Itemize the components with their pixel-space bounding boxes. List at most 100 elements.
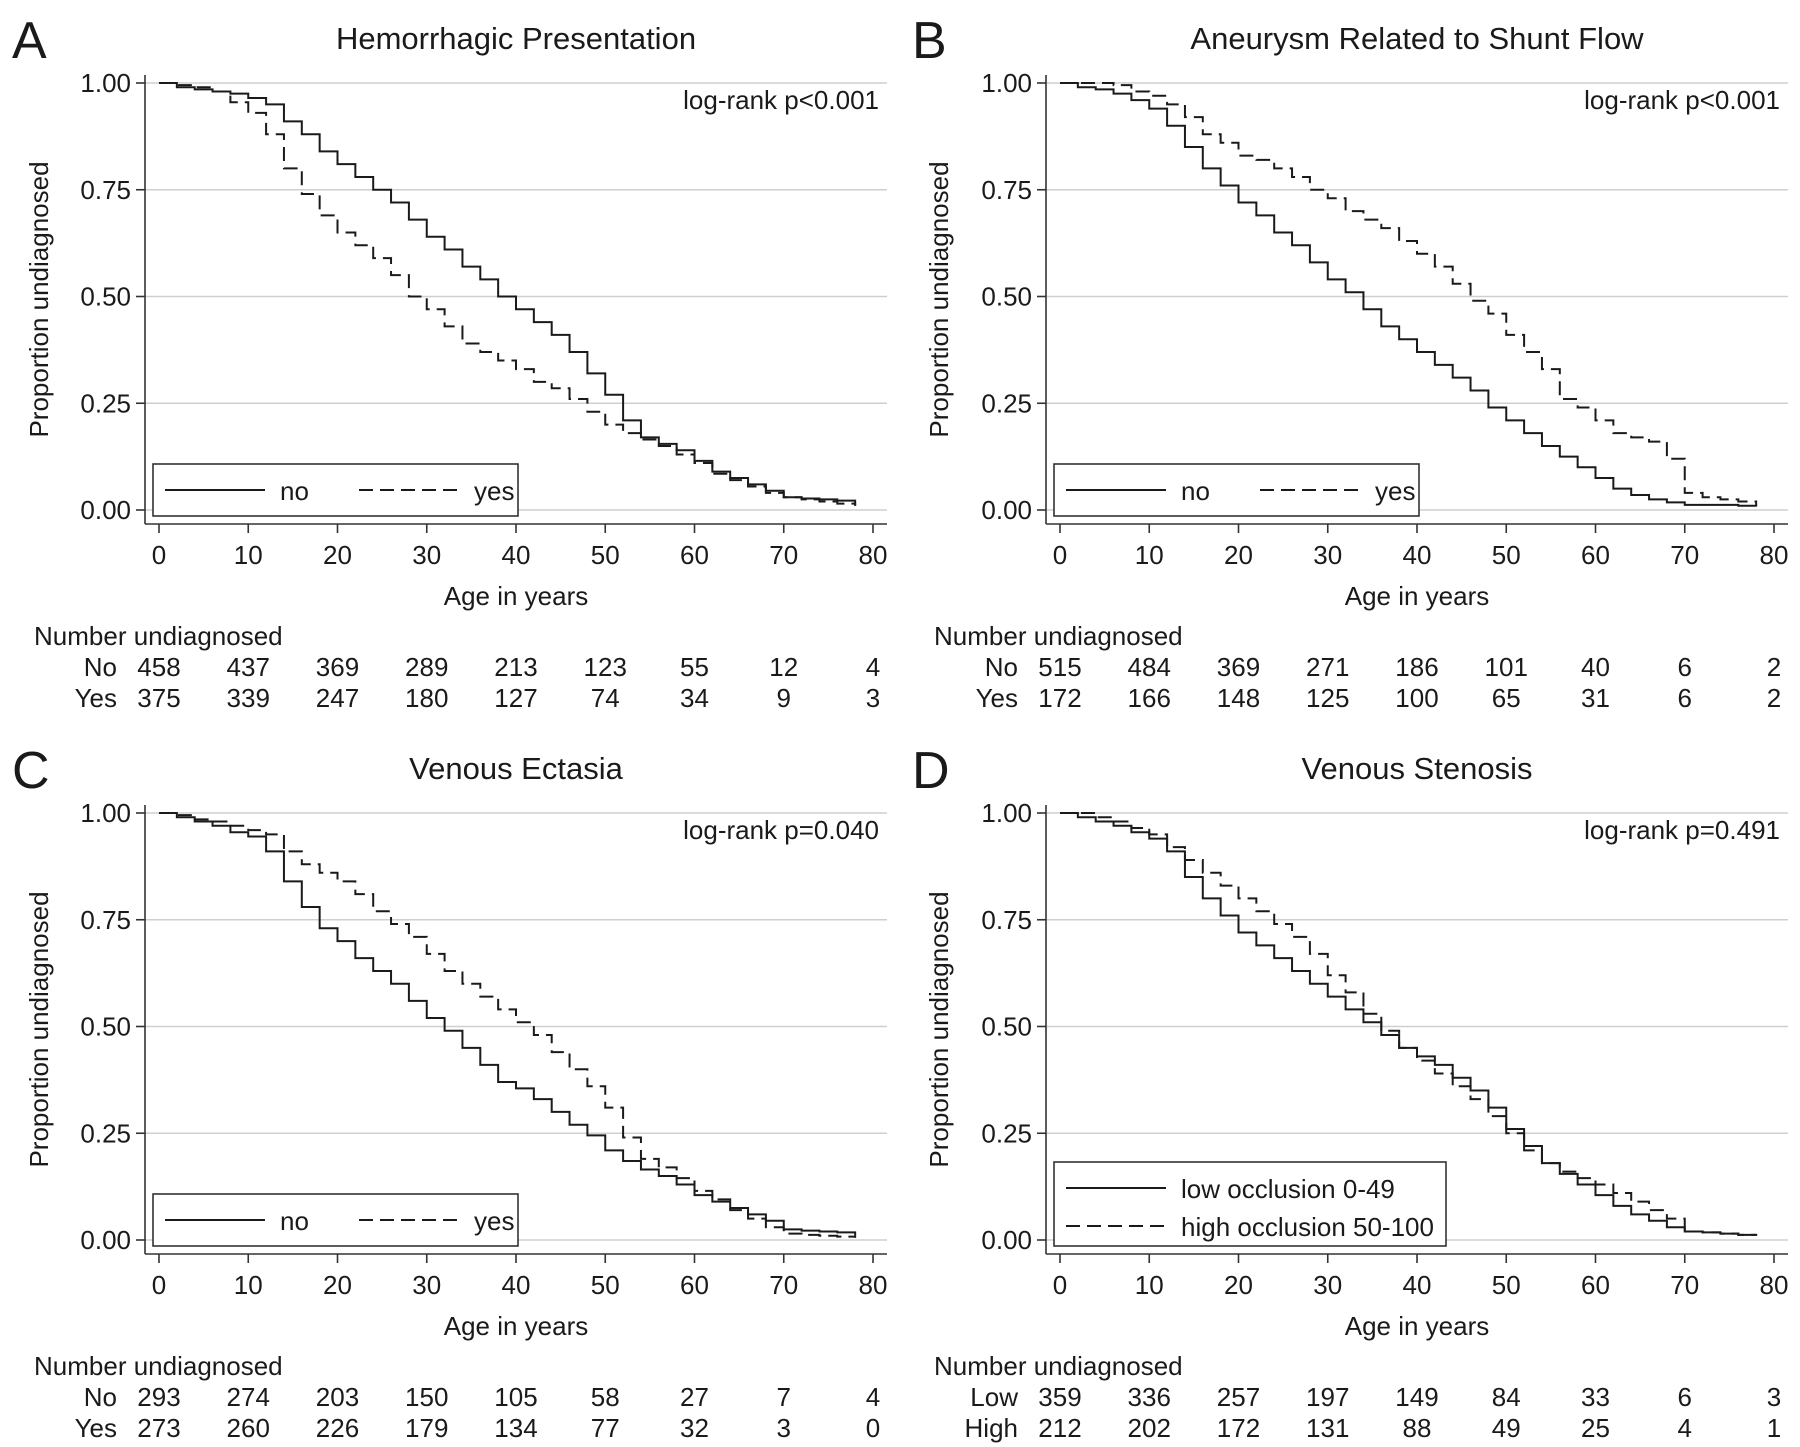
x-tick-label: 30 xyxy=(1313,540,1342,570)
risk-row-label: Low xyxy=(970,1382,1018,1412)
risk-row-label: No xyxy=(84,652,117,682)
risk-value: 179 xyxy=(405,1413,448,1443)
logrank-annotation: log-rank p=0.040 xyxy=(683,815,879,845)
x-axis-label: Age in years xyxy=(1345,581,1490,611)
risk-row-label: Yes xyxy=(976,683,1018,713)
x-tick-label: 10 xyxy=(234,540,263,570)
risk-value: 25 xyxy=(1581,1413,1610,1443)
logrank-annotation: log-rank p<0.001 xyxy=(683,85,879,115)
x-tick-label: 30 xyxy=(1313,1270,1342,1300)
x-tick-label: 50 xyxy=(591,1270,620,1300)
x-tick-label: 80 xyxy=(859,1270,888,1300)
risk-value: 203 xyxy=(316,1382,359,1412)
chart-title: Aneurysm Related to Shunt Flow xyxy=(1190,21,1644,56)
risk-table-header: Number undiagnosed xyxy=(934,1351,1183,1381)
legend-label: yes xyxy=(474,1206,514,1236)
y-tick-label: 0.25 xyxy=(80,1118,131,1148)
risk-value: 65 xyxy=(1492,683,1521,713)
km-curve-dashed xyxy=(159,82,857,506)
risk-value: 260 xyxy=(227,1413,270,1443)
risk-value: 271 xyxy=(1306,652,1349,682)
risk-value: 515 xyxy=(1038,652,1081,682)
risk-value: 150 xyxy=(405,1382,448,1412)
legend-label: no xyxy=(1181,476,1210,506)
risk-value: 247 xyxy=(316,683,359,713)
x-tick-label: 30 xyxy=(412,540,441,570)
y-tick-label: 0.00 xyxy=(981,495,1032,525)
risk-value: 6 xyxy=(1678,1382,1692,1412)
panel-c: C Venous Ectasia 0.00 0.25 0.50 0.75 1.00 0 10 20… xyxy=(12,742,887,1443)
risk-value: 84 xyxy=(1492,1382,1521,1412)
risk-table-header: Number undiagnosed xyxy=(934,621,1183,651)
legend-label: no xyxy=(280,476,309,506)
risk-value: 359 xyxy=(1038,1382,1081,1412)
x-tick-label: 10 xyxy=(1135,540,1164,570)
y-tick-label: 0.00 xyxy=(80,1225,131,1255)
risk-value: 4 xyxy=(866,652,880,682)
y-tick-label: 0.50 xyxy=(80,282,131,312)
risk-value: 166 xyxy=(1128,683,1171,713)
logrank-annotation: log-rank p=0.491 xyxy=(1584,815,1780,845)
x-tick-label: 40 xyxy=(1403,1270,1432,1300)
risk-value: 134 xyxy=(494,1413,537,1443)
panel-letter: D xyxy=(912,742,950,800)
y-tick-label: 0.75 xyxy=(80,905,131,935)
y-axis-label: Proportion undiagnosed xyxy=(24,161,54,437)
y-tick-label: 1.00 xyxy=(981,798,1032,828)
risk-value: 4 xyxy=(866,1382,880,1412)
risk-value: 437 xyxy=(227,652,270,682)
km-curve-dashed xyxy=(1060,82,1758,506)
panel-letter: C xyxy=(12,742,50,800)
y-axis-label: Proportion undiagnosed xyxy=(924,891,954,1167)
legend: no yes xyxy=(1053,463,1420,517)
y-tick-label: 1.00 xyxy=(981,68,1032,98)
legend-label: low occlusion 0-49 xyxy=(1181,1174,1395,1204)
risk-value: 101 xyxy=(1485,652,1528,682)
risk-value: 375 xyxy=(137,683,180,713)
risk-value: 12 xyxy=(769,652,798,682)
legend: no yes xyxy=(152,463,519,517)
y-tick-label: 0.50 xyxy=(80,1012,131,1042)
y-tick-label: 0.50 xyxy=(981,282,1032,312)
logrank-annotation: log-rank p<0.001 xyxy=(1584,85,1780,115)
risk-value: 369 xyxy=(316,652,359,682)
km-curve-solid xyxy=(159,812,857,1236)
x-tick-label: 70 xyxy=(769,1270,798,1300)
x-tick-label: 20 xyxy=(323,540,352,570)
risk-value: 336 xyxy=(1128,1382,1171,1412)
x-tick-label: 0 xyxy=(152,540,166,570)
risk-value: 58 xyxy=(591,1382,620,1412)
risk-value: 339 xyxy=(227,683,270,713)
risk-value: 213 xyxy=(494,652,537,682)
risk-value: 6 xyxy=(1678,652,1692,682)
risk-value: 49 xyxy=(1492,1413,1521,1443)
y-tick-label: 0.75 xyxy=(80,175,131,205)
x-tick-label: 10 xyxy=(1135,1270,1164,1300)
risk-value: 55 xyxy=(680,652,709,682)
x-axis-label: Age in years xyxy=(444,1311,589,1341)
chart-title: Hemorrhagic Presentation xyxy=(336,21,696,56)
risk-value: 458 xyxy=(137,652,180,682)
y-tick-label: 0.25 xyxy=(981,388,1032,418)
risk-value: 180 xyxy=(405,683,448,713)
panel-a: A Hemorrhagic Presentation 0.00 0.25 0.50 0.7… xyxy=(12,12,887,713)
x-tick-label: 10 xyxy=(234,1270,263,1300)
x-tick-label: 0 xyxy=(1053,540,1067,570)
panel-letter: B xyxy=(912,12,947,70)
risk-row-label: No xyxy=(985,652,1018,682)
risk-value: 226 xyxy=(316,1413,359,1443)
risk-row-label: No xyxy=(84,1382,117,1412)
risk-value: 172 xyxy=(1038,683,1081,713)
risk-value: 33 xyxy=(1581,1382,1610,1412)
y-tick-label: 1.00 xyxy=(80,798,131,828)
x-tick-label: 50 xyxy=(1492,540,1521,570)
y-tick-label: 0.75 xyxy=(981,905,1032,935)
panel-letter: A xyxy=(12,12,47,70)
y-axis-label: Proportion undiagnosed xyxy=(924,161,954,437)
x-axis-label: Age in years xyxy=(1345,1311,1490,1341)
risk-value: 7 xyxy=(777,1382,791,1412)
x-tick-label: 60 xyxy=(680,1270,709,1300)
